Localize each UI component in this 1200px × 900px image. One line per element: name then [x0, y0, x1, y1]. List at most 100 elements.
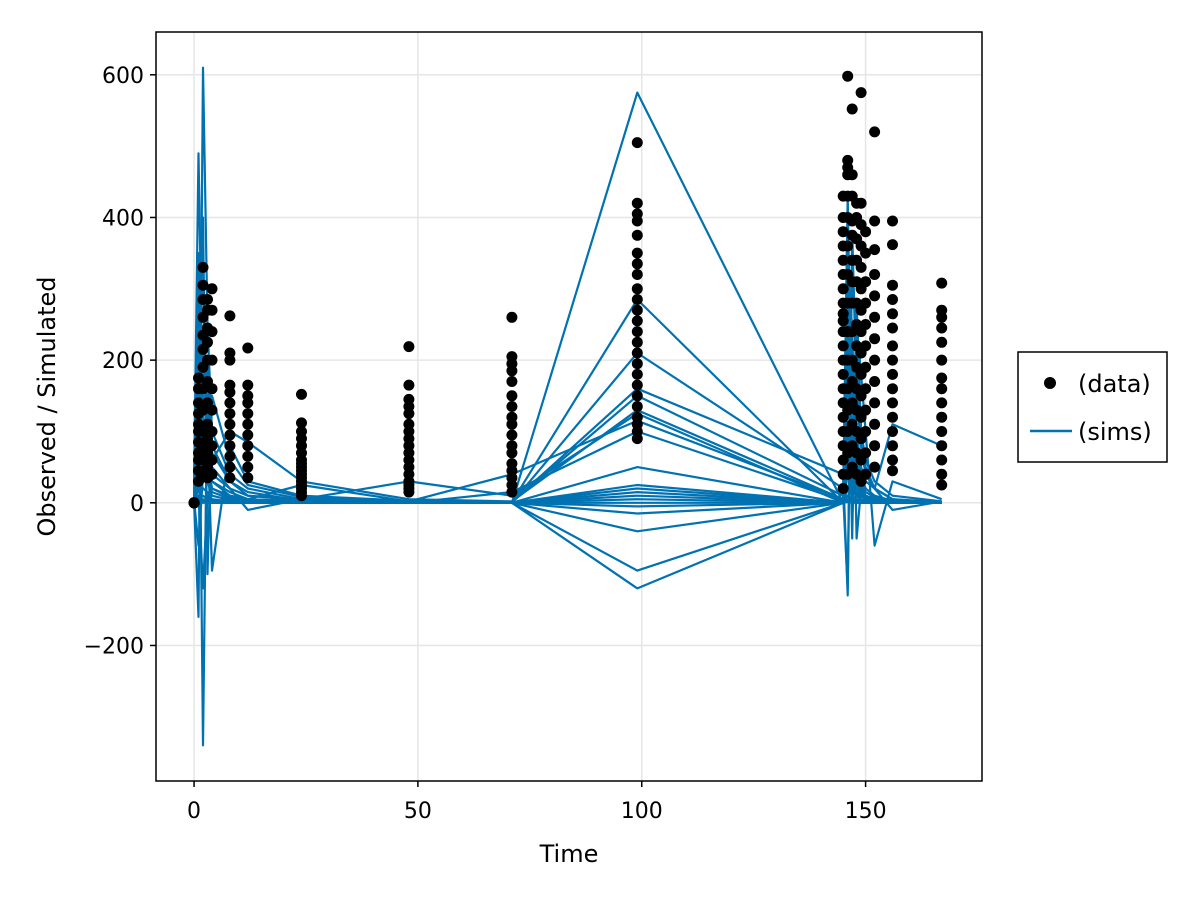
- data-point: [842, 154, 854, 166]
- data-point: [242, 418, 254, 430]
- data-point: [197, 261, 209, 273]
- data-point: [887, 308, 898, 320]
- data-point: [837, 308, 849, 320]
- x-tick-label: 100: [621, 799, 663, 824]
- data-point: [887, 397, 898, 409]
- data-point: [506, 440, 518, 452]
- data-point: [206, 468, 218, 480]
- data-point: [855, 87, 867, 99]
- data-point: [224, 310, 236, 322]
- data-point: [860, 319, 872, 330]
- data-point: [242, 440, 254, 452]
- data-point: [936, 336, 948, 348]
- data-series: [188, 70, 948, 509]
- data-point: [887, 354, 898, 366]
- data-point: [206, 404, 218, 416]
- data-point: [631, 137, 643, 149]
- data-point: [506, 390, 518, 402]
- data-point: [887, 465, 898, 477]
- data-point: [860, 340, 872, 352]
- data-point: [631, 208, 643, 220]
- data-point: [837, 483, 849, 494]
- axis-ticks: 0 50 100 150 −200 0 200 400 600: [84, 64, 887, 824]
- data-point: [296, 426, 307, 437]
- data-point: [869, 418, 881, 430]
- data-point: [506, 429, 518, 441]
- data-point: [224, 379, 236, 391]
- data-point: [224, 347, 236, 359]
- data-point: [206, 326, 218, 338]
- data-point: [202, 294, 213, 305]
- data-point: [860, 383, 872, 395]
- data-point: [224, 472, 236, 484]
- data-point: [936, 322, 948, 334]
- data-point: [869, 126, 881, 138]
- data-point: [936, 426, 948, 437]
- x-axis-title: Time: [539, 840, 599, 868]
- data-point: [887, 383, 898, 395]
- data-point: [631, 326, 643, 338]
- data-point: [837, 340, 849, 352]
- data-point: [887, 294, 898, 305]
- data-point: [506, 311, 518, 323]
- data-point: [860, 468, 872, 480]
- data-point: [869, 440, 881, 452]
- data-point: [506, 411, 518, 423]
- data-point: [403, 379, 415, 391]
- y-tick-label: 0: [130, 492, 144, 517]
- data-point: [242, 461, 254, 473]
- data-point: [224, 429, 236, 441]
- data-point: [887, 440, 898, 452]
- data-point: [206, 440, 218, 452]
- data-point: [887, 454, 898, 466]
- data-point: [224, 450, 236, 462]
- data-point: [860, 426, 872, 437]
- data-point: [403, 341, 415, 353]
- data-point: [936, 304, 948, 316]
- data-point: [188, 497, 200, 509]
- data-point: [869, 354, 881, 366]
- x-tick-label: 0: [187, 799, 201, 824]
- sim-line: [194, 501, 942, 590]
- data-point: [869, 333, 881, 345]
- data-point: [206, 354, 218, 366]
- data-point: [242, 379, 254, 391]
- data-point: [869, 290, 881, 302]
- data-point: [206, 304, 218, 316]
- data-point: [860, 247, 872, 259]
- legend-frame: [1017, 351, 1168, 463]
- data-point: [869, 311, 881, 323]
- y-axis-title: Observed / Simulated: [33, 276, 61, 536]
- y-tick-label: 600: [102, 64, 144, 89]
- data-point: [837, 254, 849, 266]
- data-point: [631, 197, 643, 209]
- data-point: [403, 393, 415, 405]
- data-point: [936, 397, 948, 409]
- data-point: [224, 461, 236, 473]
- data-point: [206, 426, 218, 437]
- data-point: [224, 397, 236, 409]
- data-point: [860, 361, 872, 373]
- legend-data-marker: [1044, 377, 1056, 389]
- data-point: [842, 70, 854, 82]
- data-point: [631, 336, 643, 348]
- data-point: [631, 258, 643, 270]
- data-point: [631, 390, 643, 402]
- data-point: [855, 261, 867, 273]
- data-point: [631, 304, 643, 316]
- data-point: [242, 472, 254, 484]
- data-point: [936, 411, 948, 423]
- data-point: [224, 440, 236, 452]
- data-point: [202, 336, 213, 348]
- legend-sims-label: (sims): [1078, 418, 1152, 446]
- data-point: [887, 368, 898, 380]
- data-point: [860, 276, 872, 288]
- legend: (data) (sims): [1017, 351, 1168, 463]
- sims-series: [193, 66, 943, 747]
- legend-data-label: (data): [1078, 370, 1151, 398]
- data-point: [631, 368, 643, 380]
- data-point: [846, 169, 858, 181]
- data-point: [242, 429, 254, 441]
- data-point: [631, 411, 643, 423]
- data-point: [242, 450, 254, 462]
